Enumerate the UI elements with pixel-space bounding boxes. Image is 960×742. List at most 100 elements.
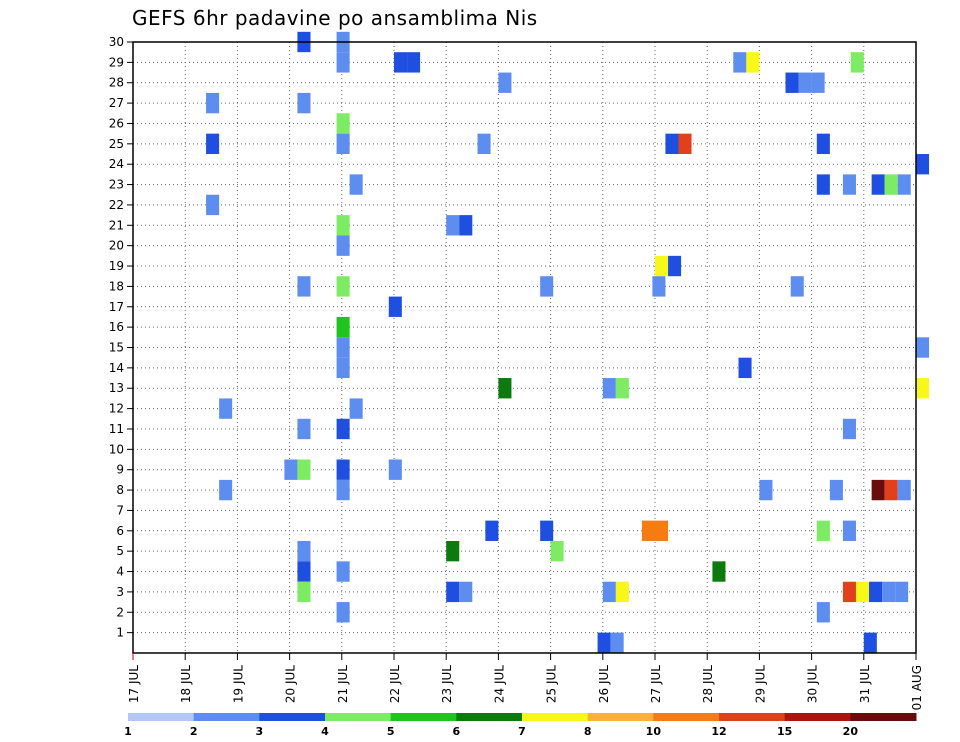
y-tick-label: 19 [109,259,124,273]
precip-cell [336,215,350,236]
precip-cell [641,520,655,541]
x-tick-label: 20 JUL [284,665,298,703]
precip-cell [746,52,760,73]
colorbar-label: 10 [646,725,662,738]
precip-cell [349,174,363,195]
colorbar-label: 1 [124,725,132,738]
x-tick-label: 01 AUG [910,665,924,710]
precip-cell [884,174,898,195]
precip-cell [816,133,830,155]
x-tick-label: 30 JUL [806,665,820,703]
chart-title: GEFS 6hr padavine po ansamblima Nis [132,6,538,30]
precip-cell [916,154,930,175]
colorbar-swatch [522,713,589,721]
precip-cell [829,479,843,501]
precip-cell [895,581,909,603]
colorbar-label: 3 [256,725,264,738]
x-tick-label: 22 JUL [388,665,402,703]
y-tick-label: 8 [116,483,124,497]
precip-cell [336,52,350,73]
precip-cell [459,581,473,603]
y-tick-label: 9 [116,463,124,477]
y-tick-label: 15 [109,341,124,355]
precip-cell [712,561,726,582]
precip-cell [842,581,856,603]
precip-cell [446,540,460,562]
precip-cell [206,92,220,114]
x-tick-label: 31 JUL [858,665,872,703]
precip-cell [759,479,773,501]
precip-cell [540,276,554,297]
plot-frame [132,41,917,654]
precip-cell [297,418,311,440]
precip-cell [297,581,311,603]
colorbar-label: 2 [190,725,198,738]
precip-cell [550,540,564,562]
precip-cell [884,479,898,501]
precip-cell [336,479,350,501]
colorbar-label: 20 [843,725,859,738]
precip-cell [336,602,350,623]
y-tick-label: 25 [109,137,124,151]
precip-cell [336,113,350,134]
precip-cell [297,540,311,562]
precip-cell [842,174,856,195]
colorbar-swatch [193,713,260,721]
y-tick-label: 7 [116,503,124,517]
colorbar-swatch [784,713,851,721]
colorbar-swatch [719,713,786,721]
y-tick-label: 2 [116,605,124,619]
precip-cell [655,255,669,277]
precip-cell [407,52,421,73]
precip-cell [336,418,350,440]
colorbar-label: 5 [387,725,395,738]
y-tick-label: 23 [109,178,124,192]
precip-cell [206,133,220,155]
y-tick-label: 10 [109,442,124,456]
precip-cell [219,479,233,501]
precip-cells [206,31,930,653]
y-tick-label: 26 [109,116,124,130]
precip-cell [336,235,350,256]
colorbar-swatch [128,713,195,721]
colorbar-swatch [587,713,654,721]
precip-cell [459,215,473,236]
precip-cell [790,276,804,297]
y-tick-label: 11 [109,422,124,436]
y-tick-label: 28 [109,76,124,90]
precip-cell [297,276,311,297]
precip-cell [336,276,350,297]
y-tick-label: 20 [109,239,124,253]
colorbar-label: 4 [321,725,329,738]
colorbar-label: 6 [453,725,461,738]
precip-cell [850,52,864,73]
precip-cell [540,520,554,541]
precip-cell [655,520,669,541]
y-tick-label: 17 [109,300,124,314]
colorbar-label: 12 [711,725,726,738]
y-tick-label: 18 [109,279,124,293]
y-tick-label: 29 [109,55,124,69]
y-axis: 1234567891011121314151617181920212223242… [109,35,133,640]
y-tick-label: 4 [116,565,124,579]
precip-cell [394,52,408,73]
precip-cell [869,581,883,603]
colorbar-swatch [390,713,457,721]
precip-cell [446,215,460,236]
precip-cell [336,459,350,480]
precip-cell [336,337,350,358]
colorbar-swatch [653,713,720,721]
precip-cell [388,296,402,317]
x-axis: 17 JUL 18 JUL 19 JUL 20 JUL 21 JUL 22 JUL 23 J… [127,653,924,710]
precip-cell [485,520,499,541]
precip-cell [498,72,512,93]
precip-cell [498,378,512,399]
colorbar-legend: 1 2 3 4 5 6 7 8 10 12 15 20 [124,713,917,738]
precip-cell [897,479,911,501]
x-tick-label: 25 JUL [545,665,559,703]
precip-cell [336,357,350,379]
precip-cell [738,357,752,379]
precip-cell [668,255,682,277]
y-tick-label: 27 [109,96,124,110]
